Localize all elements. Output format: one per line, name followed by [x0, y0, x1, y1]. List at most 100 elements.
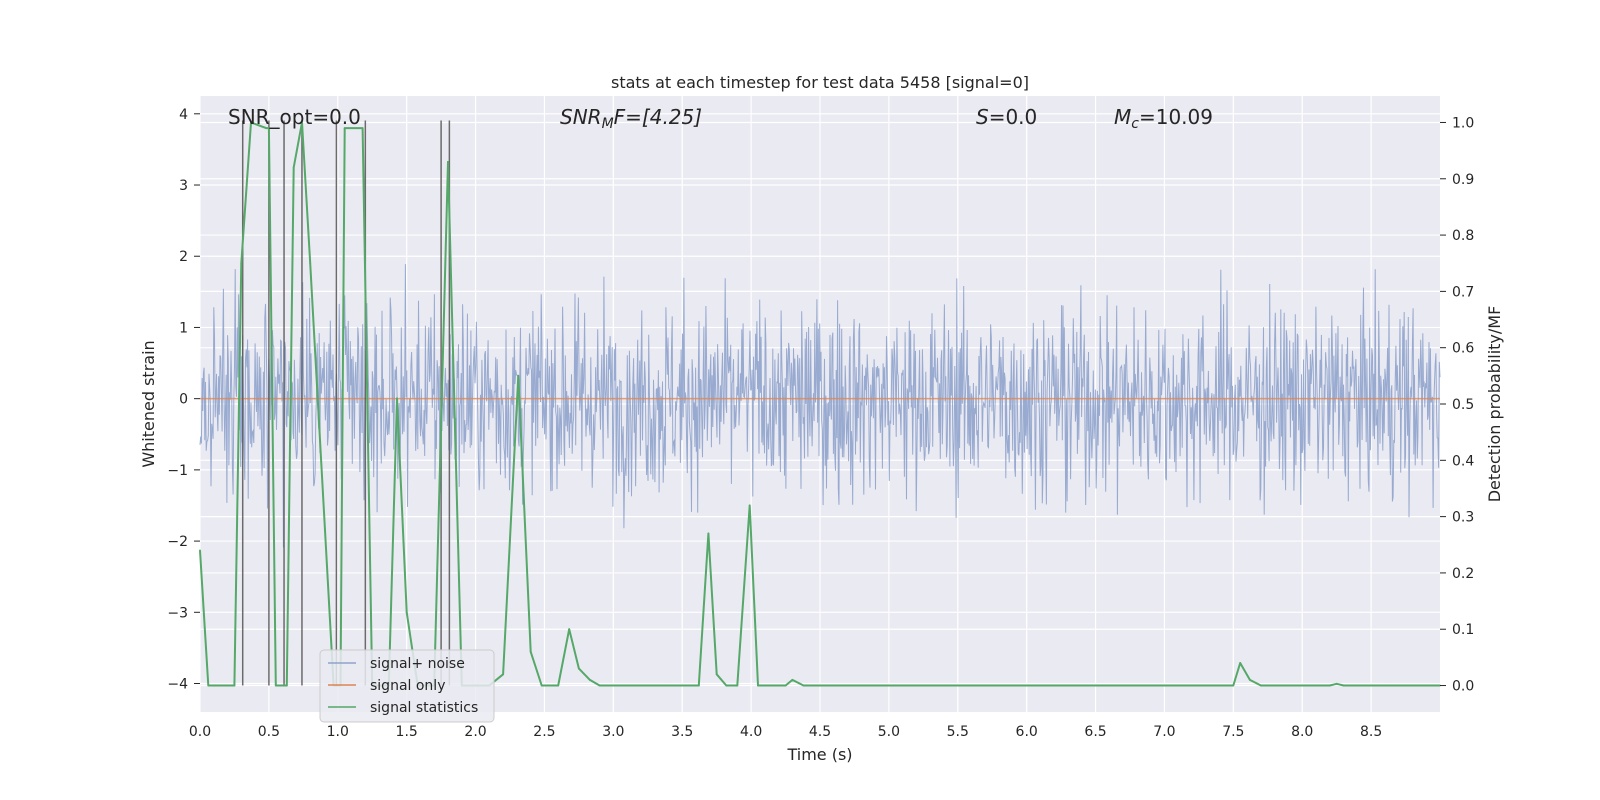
annotations: SNR_opt=0.0 SNRMF=[4.25] S=0.0 Mc=10.09 — [228, 105, 1213, 132]
point-signal-statistics — [233, 684, 236, 687]
annotation-snr-opt: SNR_opt=0.0 — [228, 105, 361, 129]
y-right-tick-label-8: 0.8 — [1452, 228, 1474, 244]
y-tick-label-0: −4 — [167, 677, 188, 693]
point-signal-statistics — [1328, 684, 1331, 687]
s-label: S — [976, 105, 989, 129]
mc-base: M — [1114, 105, 1131, 129]
snr-mf-tail: F=[4.25] — [614, 105, 702, 129]
x-tick-label-14: 7.0 — [1153, 724, 1175, 740]
y-right-tick-label-10: 1.0 — [1452, 115, 1474, 131]
legend-label-signal-statistics: signal statistics — [370, 700, 478, 716]
point-signal-statistics — [578, 667, 580, 670]
point-signal-statistics — [1249, 679, 1251, 681]
point-signal-statistics — [309, 262, 312, 265]
point-signal-statistics — [361, 127, 364, 129]
point-signal-statistics — [529, 650, 532, 653]
y-tick-label-8: 4 — [179, 107, 188, 123]
point-signal-statistics — [502, 673, 504, 676]
y-tick-label-2: −2 — [167, 534, 188, 550]
point-signal-statistics — [1342, 684, 1345, 687]
point-signal-statistics — [748, 504, 751, 507]
x-tick-label-2: 1.0 — [327, 724, 349, 740]
snr-mf-base: SNR — [560, 105, 602, 129]
point-signal-statistics — [697, 684, 700, 687]
point-signal-statistics — [207, 684, 210, 687]
point-signal-statistics — [557, 684, 560, 687]
point-signal-statistics — [268, 127, 270, 129]
x-tick-label-5: 2.5 — [533, 724, 555, 740]
point-signal-statistics — [888, 684, 890, 687]
x-tick-label-16: 8.0 — [1291, 724, 1313, 740]
point-signal-statistics — [667, 684, 670, 687]
y-tick-label-4: 0 — [179, 392, 188, 408]
y-tick-label-7: 3 — [179, 178, 188, 194]
annotation-s: S=0.0 — [976, 105, 1037, 129]
x-tick-label-11: 5.5 — [947, 724, 969, 740]
point-signal-statistics — [1260, 684, 1262, 687]
point-signal-statistics — [540, 684, 543, 687]
y-right-tick-label-5: 0.5 — [1452, 397, 1474, 413]
x-tick-label-1: 0.5 — [258, 724, 280, 740]
y-right-tick-label-1: 0.1 — [1452, 622, 1474, 638]
point-signal-statistics — [1239, 662, 1242, 664]
x-tick-label-3: 1.5 — [396, 724, 418, 740]
point-signal-statistics — [274, 684, 277, 687]
y-right-axis-title: Detection probability/MF — [1485, 306, 1504, 503]
point-signal-statistics — [301, 121, 303, 124]
legend-label-signal-only: signal only — [370, 678, 445, 694]
x-tick-label-6: 3.0 — [602, 724, 624, 740]
x-tick-label-17: 8.5 — [1360, 724, 1382, 740]
point-signal-statistics — [1335, 682, 1338, 685]
point-signal-statistics — [791, 679, 794, 681]
snr-mf-sub: M — [602, 116, 614, 132]
point-signal-statistics — [250, 121, 252, 124]
point-signal-statistics — [447, 161, 449, 163]
y-tick-label-3: −1 — [167, 463, 188, 479]
point-signal-statistics — [1163, 684, 1166, 687]
x-tick-label-15: 7.5 — [1222, 724, 1244, 740]
x-tick-label-4: 2.0 — [464, 724, 486, 740]
point-signal-statistics — [199, 549, 201, 552]
chart-title: stats at each timestep for test data 545… — [611, 73, 1029, 92]
y-tick-label-6: 2 — [179, 249, 188, 265]
x-tick-label-8: 4.0 — [740, 724, 762, 740]
point-signal-statistics — [1232, 684, 1235, 687]
y-right-tick-label-3: 0.3 — [1452, 510, 1474, 526]
point-signal-statistics — [725, 684, 728, 687]
point-signal-statistics — [784, 684, 787, 687]
annotation-snr-mf: SNRMF=[4.25] — [560, 105, 702, 132]
y-right-tick-label-7: 0.7 — [1452, 284, 1474, 300]
point-signal-statistics — [589, 679, 591, 681]
y-tick-label-5: 1 — [179, 320, 188, 336]
annotation-mc: Mc=10.09 — [1114, 105, 1213, 132]
x-axis-title: Time (s) — [786, 745, 852, 764]
point-signal-statistics — [707, 532, 710, 535]
x-tick-label-10: 5.0 — [878, 724, 900, 740]
y-right-tick-label-9: 0.9 — [1452, 172, 1474, 188]
point-signal-statistics — [1025, 684, 1028, 687]
point-signal-statistics — [1384, 684, 1386, 687]
point-signal-statistics — [240, 262, 243, 265]
point-signal-statistics — [1301, 684, 1304, 687]
point-signal-statistics — [757, 684, 759, 687]
point-signal-statistics — [598, 684, 601, 687]
point-signal-statistics — [396, 397, 398, 400]
axes: 0.0 0.5 1.0 1.5 2.0 2.5 3.0 3.5 4.0 4.5 5.0 5.5 6.0 6… — [167, 107, 1474, 740]
point-signal-statistics — [802, 684, 805, 687]
legend-label-signal-noise: signal+ noise — [370, 656, 465, 672]
x-tick-label-7: 3.5 — [671, 724, 693, 740]
x-tick-label-12: 6.0 — [1016, 724, 1038, 740]
point-signal-statistics — [343, 127, 346, 129]
y-right-tick-label-0: 0.0 — [1452, 679, 1474, 695]
legend-box — [319, 649, 495, 723]
x-tick-label-9: 4.5 — [809, 724, 831, 740]
x-tick-label-13: 6.5 — [1084, 724, 1106, 740]
y-right-tick-label-6: 0.6 — [1452, 341, 1474, 357]
point-signal-statistics — [405, 611, 408, 614]
point-signal-statistics — [265, 127, 267, 129]
y-right-tick-label-2: 0.2 — [1452, 566, 1474, 582]
y-axis-title: Whitened strain — [139, 340, 158, 467]
point-signal-statistics — [285, 684, 288, 687]
mc-value: =10.09 — [1139, 105, 1213, 129]
